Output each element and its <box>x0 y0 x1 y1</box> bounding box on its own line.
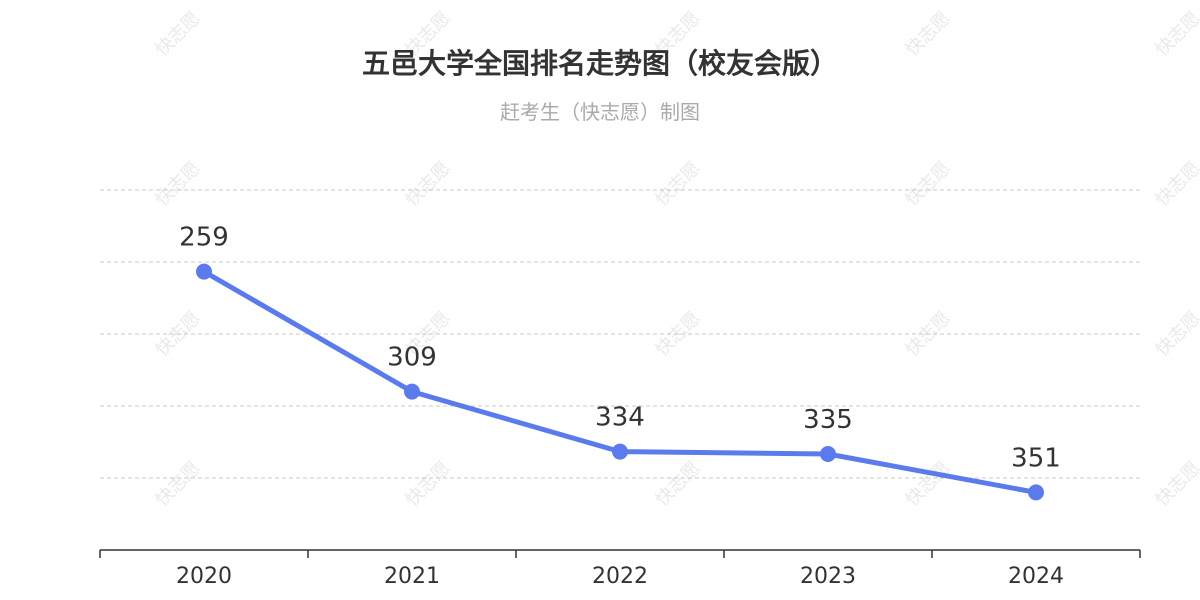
data-label: 335 <box>803 405 853 435</box>
chart-title: 五邑大学全国排名走势图（校友会版） <box>361 47 838 80</box>
data-labels: 259 309 334 335 351 <box>179 223 1061 474</box>
data-label: 351 <box>1011 443 1061 473</box>
data-label: 334 <box>595 403 645 433</box>
data-point <box>1028 484 1044 501</box>
x-tick-label: 2023 <box>800 564 856 589</box>
x-axis: 2020 2021 2022 2023 2024 <box>99 549 1141 589</box>
data-point <box>404 383 420 400</box>
x-tick-label: 2020 <box>176 564 232 589</box>
series-layer <box>196 263 1044 501</box>
x-tick-label: 2024 <box>1008 564 1064 589</box>
data-point <box>820 446 836 462</box>
data-label: 259 <box>179 223 229 253</box>
grid-lines <box>100 189 1140 479</box>
x-tick-label: 2021 <box>384 564 440 589</box>
data-point <box>612 443 628 460</box>
x-tick-label: 2022 <box>592 564 648 589</box>
chart-subtitle: 赶考生（快志愿）制图 <box>500 100 700 124</box>
data-label: 309 <box>387 343 437 373</box>
data-point <box>196 263 212 280</box>
